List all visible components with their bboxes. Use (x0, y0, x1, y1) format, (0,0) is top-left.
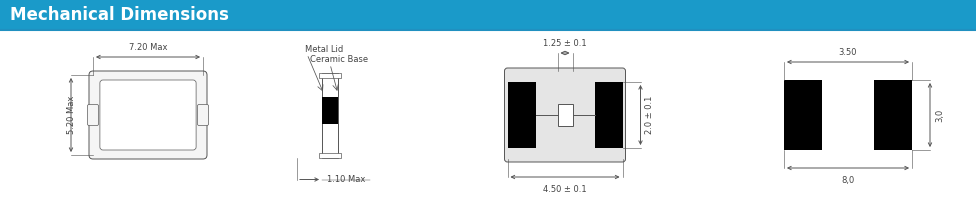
FancyBboxPatch shape (89, 71, 207, 159)
Text: 5.20 Max: 5.20 Max (67, 96, 76, 134)
Bar (322, 73, 338, 158)
Text: 1.10 Max: 1.10 Max (327, 175, 365, 184)
Text: 3.50: 3.50 (838, 48, 857, 57)
FancyBboxPatch shape (88, 105, 99, 126)
Bar (508, 82, 536, 148)
Text: Ceramic Base: Ceramic Base (310, 55, 368, 64)
Bar (784, 80, 822, 150)
Bar (322, 97, 338, 124)
Text: 1.25 ± 0.1: 1.25 ± 0.1 (544, 39, 587, 48)
Text: 8,0: 8,0 (841, 176, 855, 185)
Text: 4.50 ± 0.1: 4.50 ± 0.1 (544, 185, 587, 194)
Bar (319, 152, 341, 158)
Bar (594, 82, 623, 148)
Text: 7.20 Max: 7.20 Max (129, 43, 167, 52)
FancyBboxPatch shape (100, 80, 196, 150)
FancyBboxPatch shape (197, 105, 209, 126)
Bar (0, 0, 976, 30)
Text: Mechanical Dimensions: Mechanical Dimensions (10, 6, 229, 24)
FancyBboxPatch shape (505, 68, 626, 162)
Text: 2.0 ± 0.1: 2.0 ± 0.1 (645, 96, 655, 134)
Text: 3,0: 3,0 (935, 108, 944, 122)
Bar (874, 80, 912, 150)
Bar (557, 104, 573, 126)
Bar (319, 73, 341, 78)
Text: Metal Lid: Metal Lid (305, 45, 344, 54)
